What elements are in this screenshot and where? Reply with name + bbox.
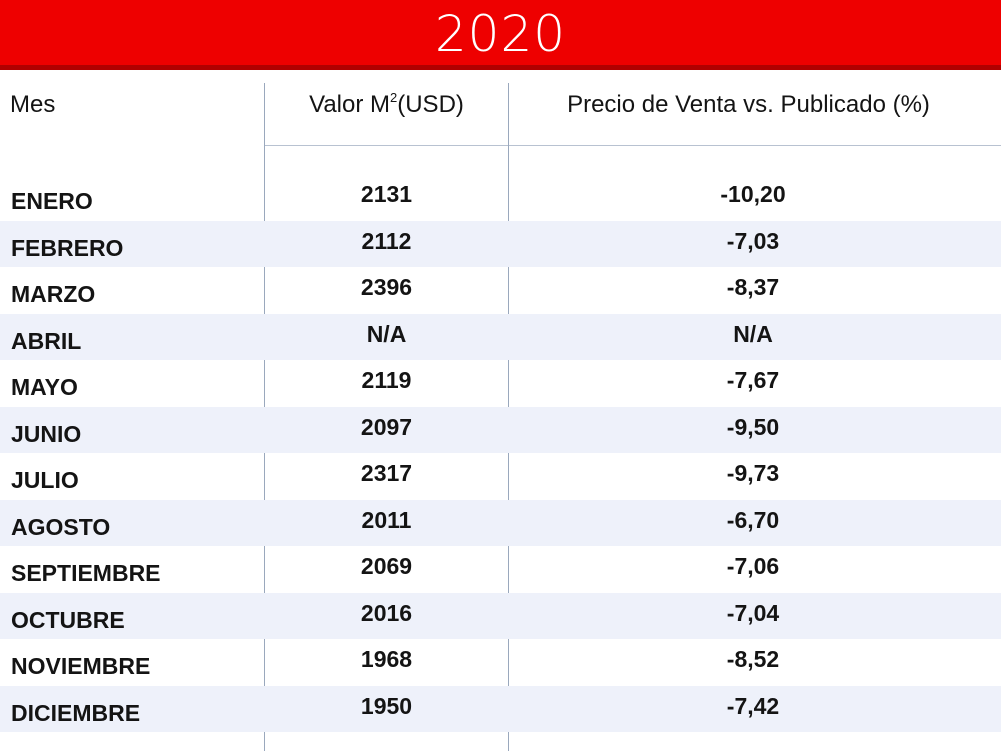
table-row: ENERO 2131 -10,20	[0, 174, 1001, 221]
cell-precio: -8,37	[726, 274, 780, 300]
cell-mes: OCTUBRE	[11, 606, 125, 633]
table-row: FEBRERO 2112 -7,03	[0, 220, 1001, 267]
title-banner: 2020	[0, 0, 1001, 70]
cell-precio: -8,52	[726, 646, 780, 672]
cell-precio: -7,04	[726, 599, 780, 626]
cell-valor: 1950	[360, 692, 413, 719]
cell-valor: 2131	[360, 181, 413, 207]
cell-mes: JUNIO	[11, 420, 82, 447]
cell-precio: -7,03	[726, 227, 780, 254]
table-header: Mes Valor M2(USD) Precio de Venta vs. Pu…	[0, 75, 1001, 145]
header-divider	[265, 145, 1001, 146]
cell-valor: 1968	[360, 646, 413, 672]
header-valor-prefix: Valor M	[309, 91, 390, 118]
cell-mes: MARZO	[11, 281, 96, 307]
cell-valor: 2069	[360, 553, 413, 579]
cell-precio: -9,73	[726, 460, 780, 486]
table-row: MAYO 2119 -7,67	[0, 360, 1001, 407]
cell-mes: JULIO	[11, 467, 79, 493]
cell-valor: N/A	[366, 320, 407, 347]
cell-precio: -6,70	[726, 506, 780, 533]
table-row: MARZO 2396 -8,37	[0, 267, 1001, 314]
cell-valor: 2396	[360, 274, 413, 300]
table-body: ENERO 2131 -10,20 FEBRERO 2112 -7,03 MARZO 2396…	[0, 174, 1001, 732]
cell-precio: -9,50	[726, 413, 780, 440]
cell-precio: -10,20	[720, 181, 786, 207]
cell-mes: NOVIEMBRE	[11, 653, 151, 679]
cell-mes: DICIEMBRE	[11, 699, 141, 726]
cell-mes: AGOSTO	[11, 513, 111, 540]
table-row: DICIEMBRE 1950 -7,42	[0, 685, 1001, 732]
cell-mes: FEBRERO	[11, 234, 124, 261]
header-valor-superscript: 2	[390, 90, 398, 105]
cell-mes: ABRIL	[11, 327, 82, 354]
table-row: AGOSTO 2011 -6,70	[0, 499, 1001, 546]
cell-mes: SEPTIEMBRE	[11, 560, 161, 586]
cell-valor: 2097	[360, 413, 413, 440]
cell-mes: ENERO	[11, 188, 93, 214]
cell-precio: -7,42	[726, 692, 780, 719]
header-precio: Precio de Venta vs. Publicado (%)	[567, 91, 930, 118]
header-valor: Valor M2(USD)	[265, 89, 508, 121]
cell-valor: 2016	[360, 599, 413, 626]
table-row: ABRIL N/A N/A	[0, 313, 1001, 360]
cell-valor: 2112	[361, 227, 412, 254]
table-row: NOVIEMBRE 1968 -8,52	[0, 639, 1001, 686]
cell-valor: 2317	[360, 460, 413, 486]
cell-precio: N/A	[733, 320, 773, 347]
table-row: JUNIO 2097 -9,50	[0, 406, 1001, 453]
cell-precio: -7,06	[726, 553, 780, 579]
header-valor-suffix: (USD)	[397, 91, 464, 118]
cell-precio: -7,67	[726, 367, 780, 393]
table-row: OCTUBRE 2016 -7,04	[0, 592, 1001, 639]
cell-valor: 2119	[361, 367, 412, 393]
table-row: JULIO 2317 -9,73	[0, 453, 1001, 500]
data-table: Mes Valor M2(USD) Precio de Venta vs. Pu…	[0, 75, 1001, 751]
page-title: 2020	[434, 4, 567, 63]
cell-valor: 2011	[361, 506, 412, 533]
table-row: SEPTIEMBRE 2069 -7,06	[0, 546, 1001, 593]
header-mes: Mes	[10, 91, 56, 118]
cell-mes: MAYO	[11, 374, 78, 400]
